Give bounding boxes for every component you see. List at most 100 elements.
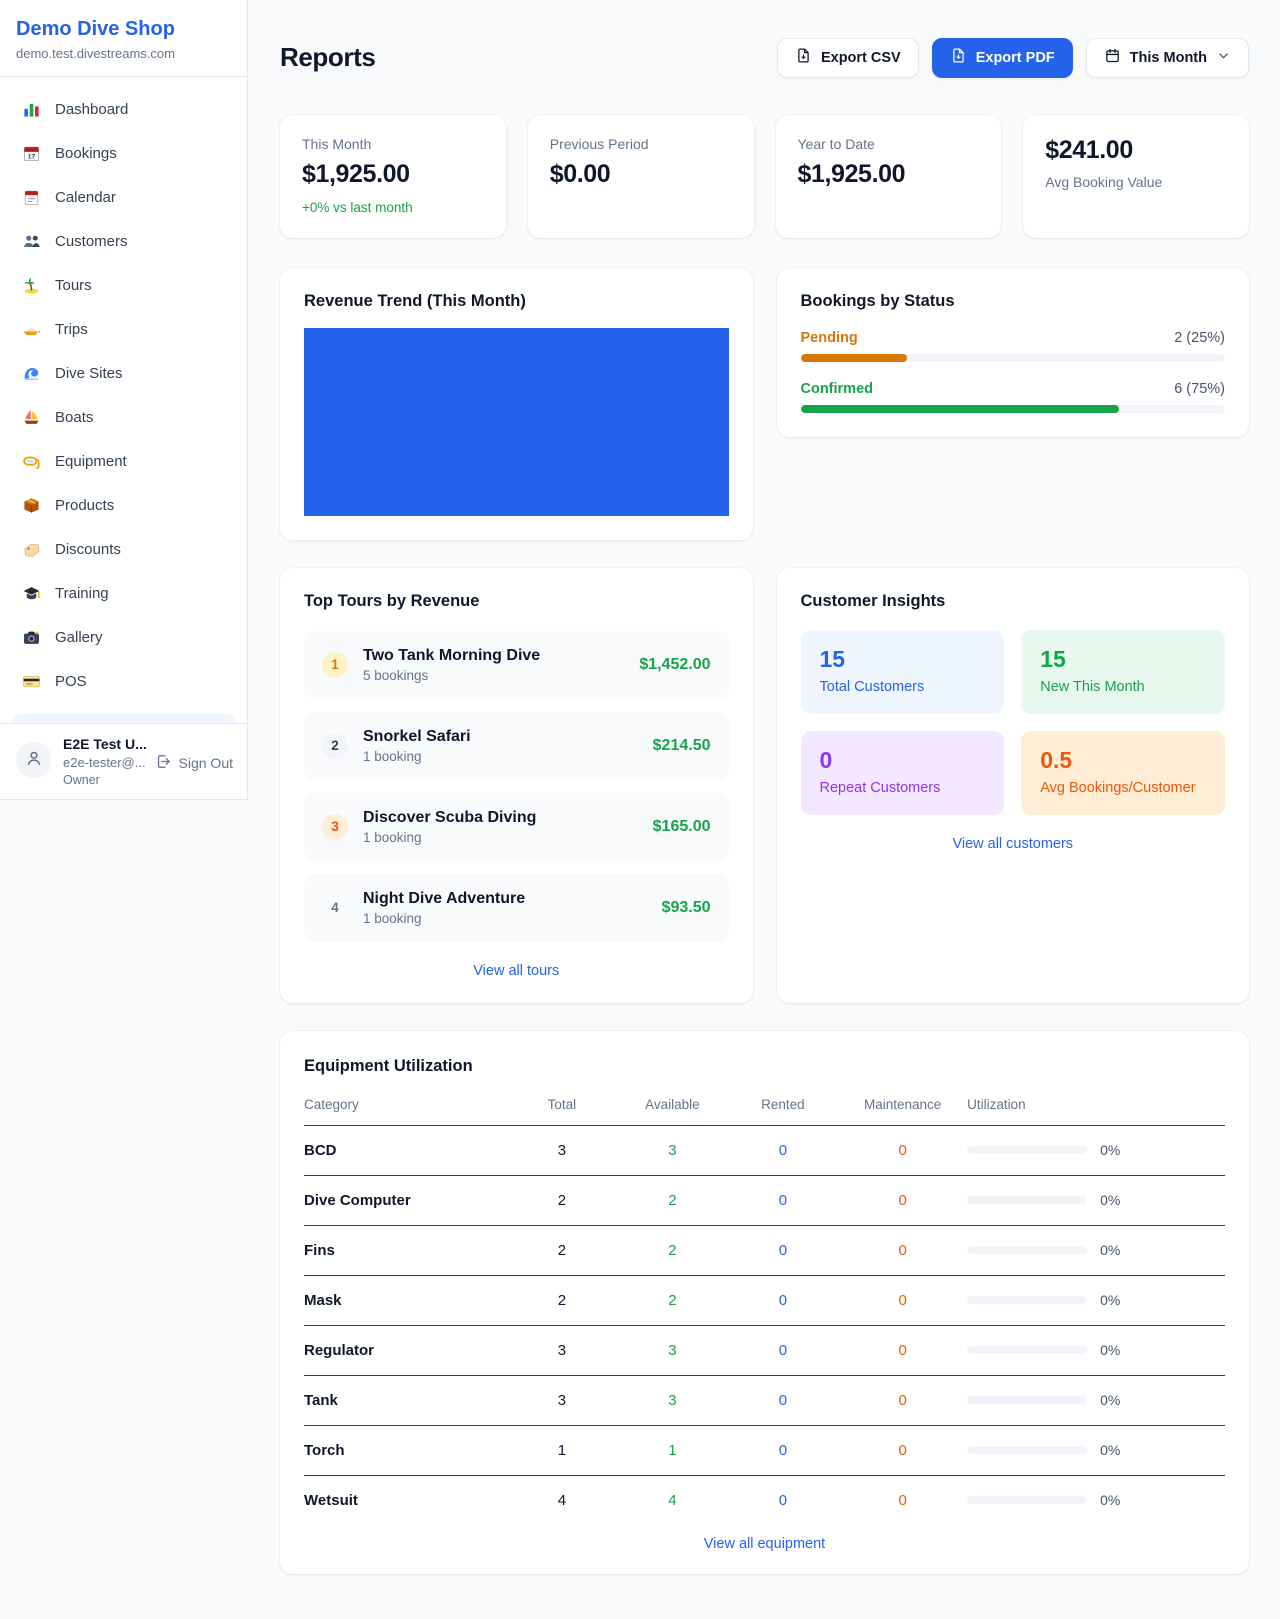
view-all-customers-link[interactable]: View all customers <box>952 835 1074 852</box>
column-header: Category <box>304 1096 507 1126</box>
sidebar-item-equipment[interactable]: Equipment <box>10 442 237 481</box>
sidebar-item-training[interactable]: Training <box>10 574 237 613</box>
utilization-percent: 0% <box>1100 1442 1121 1459</box>
tour-row: 2 Snorkel Safari 1 booking $214.50 <box>304 711 729 780</box>
equipment-rented: 0 <box>727 1175 839 1226</box>
equipment-available: 1 <box>617 1425 728 1476</box>
sidebar-item-label: Calendar <box>55 189 116 206</box>
export-csv-button[interactable]: Export CSV <box>776 37 919 78</box>
tour-bookings: 5 bookings <box>363 667 429 683</box>
equipment-maintenance: 0 <box>838 1375 968 1426</box>
utilization-cell: 0% <box>967 1492 1225 1508</box>
sidebar-item-gallery[interactable]: Gallery <box>10 618 237 657</box>
sidebar-item-calendar[interactable]: Calendar <box>10 178 237 217</box>
stat-label: Previous Period <box>549 135 649 152</box>
equipment-total: 4 <box>557 1491 567 1509</box>
credit-card-icon <box>22 672 41 691</box>
equipment-total: 1 <box>506 1425 618 1476</box>
island-icon <box>22 276 41 295</box>
equipment-category: Torch <box>304 1425 507 1476</box>
period-selector-dropdown[interactable]: This Month <box>1085 37 1249 78</box>
sidebar-item-label: Tours <box>55 277 92 294</box>
tile-label: New This Month <box>1040 678 1145 695</box>
sidebar-item-boats[interactable]: Boats <box>10 398 237 437</box>
stat-card-year-to-date: Year to Date $1,925.00 <box>775 114 1002 238</box>
tile-label: Total Customers <box>819 678 925 695</box>
sidebar-item-dashboard[interactable]: Dashboard <box>10 90 237 129</box>
sidebar-item-dive-sites[interactable]: Dive Sites <box>10 354 237 393</box>
sidebar-item-label: Equipment <box>55 453 127 470</box>
status-progress-fill <box>800 404 1119 413</box>
view-all-tours-link[interactable]: View all tours <box>473 962 560 979</box>
brand[interactable]: Demo Dive Shop demo.test.divestreams.com <box>0 0 247 77</box>
rank-badge: 1 <box>322 651 348 678</box>
dive-mask-icon <box>22 452 41 471</box>
equipment-total: 2 <box>506 1175 618 1226</box>
utilization-percent: 0% <box>1100 1192 1121 1209</box>
tour-bookings: 1 booking <box>363 910 422 926</box>
sidebar-item-label: Customers <box>55 233 128 250</box>
calendar-date-icon: 17 <box>22 144 41 163</box>
bar-chart-icon <box>22 100 41 119</box>
sidebar-item-products[interactable]: Products <box>10 486 237 525</box>
status-progress-track <box>800 404 1225 413</box>
stat-card-this-month: This Month $1,925.00 +0% vs last month <box>280 114 506 238</box>
stat-value: $0.00 <box>549 159 611 188</box>
tour-bookings: 1 booking <box>363 829 422 845</box>
sign-out-button[interactable]: Sign Out <box>155 753 233 773</box>
sidebar-item-label: Boats <box>55 409 94 426</box>
tile-total-customers: 15 Total Customers <box>800 629 1005 714</box>
sidebar-item-discounts[interactable]: Discounts <box>10 530 237 569</box>
equipment-category: Tank <box>304 1375 507 1426</box>
sidebar-item-customers[interactable]: Customers <box>10 222 237 261</box>
status-row-pending: Pending 2 (25%) <box>800 329 1225 362</box>
equipment-maintenance: 0 <box>898 1491 907 1509</box>
equipment-maintenance: 0 <box>838 1125 968 1176</box>
utilization-percent: 0% <box>1100 1492 1121 1509</box>
utilization-percent: 0% <box>1100 1292 1121 1309</box>
table-row: Fins 2 2 0 0 0% <box>304 1225 1225 1276</box>
tile-repeat-customers: 0 Repeat Customers <box>800 730 1005 815</box>
column-header: Available <box>617 1096 728 1126</box>
equipment-rented: 0 <box>727 1275 839 1326</box>
status-count: 2 (25%) <box>1174 329 1225 346</box>
package-icon <box>22 496 41 515</box>
revenue-trend-title: Revenue Trend (This Month) <box>304 291 526 310</box>
sidebar-item-active-partial[interactable] <box>12 714 235 723</box>
column-header: Rented <box>727 1096 839 1126</box>
equipment-available: 3 <box>617 1375 728 1426</box>
page-title: Reports <box>280 42 376 73</box>
sidebar-item-bookings[interactable]: 17 Bookings <box>10 134 237 173</box>
view-all-equipment-link[interactable]: View all equipment <box>703 1535 826 1552</box>
equipment-total: 3 <box>506 1375 618 1426</box>
equipment-maintenance: 0 <box>838 1275 968 1326</box>
charts-row: Revenue Trend (This Month) Bookings by S… <box>280 267 1249 540</box>
sidebar: Demo Dive Shop demo.test.divestreams.com… <box>0 0 248 800</box>
export-pdf-button[interactable]: Export PDF <box>931 37 1073 78</box>
tour-revenue: $165.00 <box>652 817 711 835</box>
status-progress-fill <box>800 353 907 362</box>
stat-delta: +0% vs last month <box>302 199 413 215</box>
equipment-available: 2 <box>617 1275 728 1326</box>
stat-value: $241.00 <box>1045 135 1133 164</box>
equipment-available: 2 <box>617 1225 728 1276</box>
equipment-maintenance: 0 <box>838 1325 968 1376</box>
rank-badge: 2 <box>322 732 348 759</box>
file-arrow-down-icon <box>950 47 967 68</box>
status-row-confirmed: Confirmed 6 (75%) <box>800 381 1225 413</box>
sidebar-item-pos[interactable]: POS <box>10 662 237 701</box>
status-progress-track <box>800 353 1225 362</box>
tour-name: Discover Scuba Diving <box>363 808 537 826</box>
sidebar-item-trips[interactable]: Trips <box>10 310 237 349</box>
utilization-cell: 0% <box>967 1242 1225 1258</box>
logout-icon <box>155 753 172 773</box>
sign-out-label: Sign Out <box>178 755 233 771</box>
utilization-cell: 0% <box>967 1342 1225 1358</box>
top-tours-card: Top Tours by Revenue 1 Two Tank Morning … <box>280 567 753 1003</box>
bookings-by-status-title: Bookings by Status <box>800 291 955 310</box>
table-row: Regulator 3 3 0 0 0% <box>304 1325 1225 1376</box>
sidebar-item-tours[interactable]: Tours <box>10 266 237 305</box>
table-row: Mask 2 2 0 0 0% <box>304 1275 1225 1326</box>
tour-revenue: $1,452.00 <box>639 655 711 673</box>
